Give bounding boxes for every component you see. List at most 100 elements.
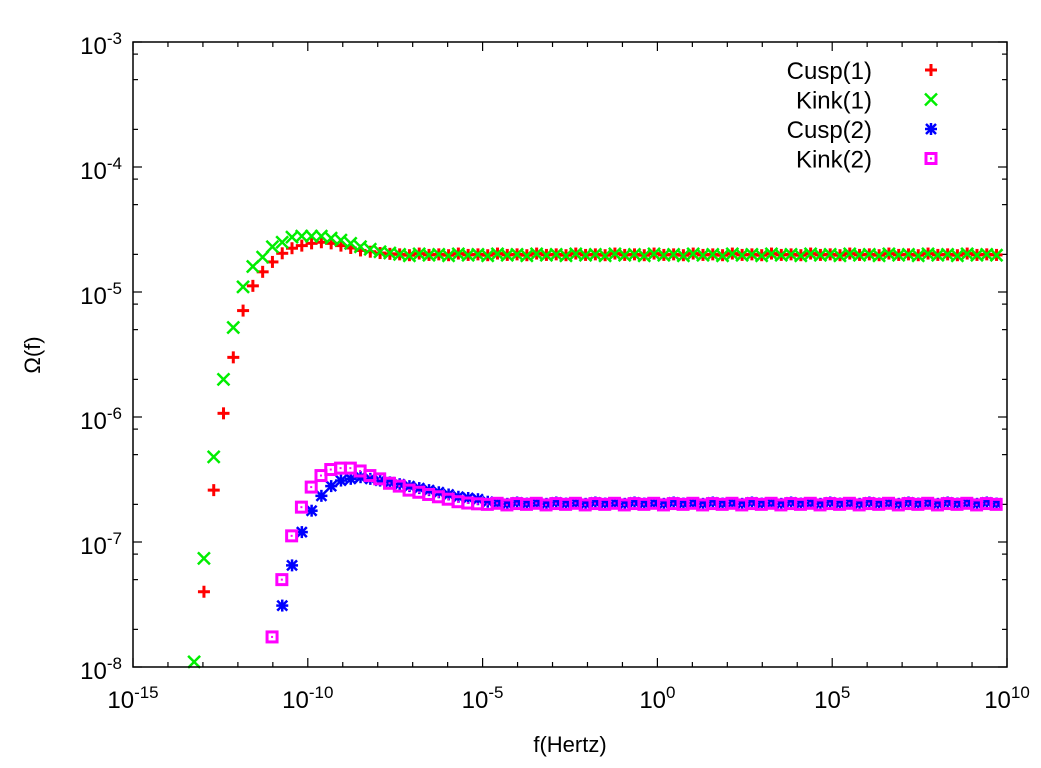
marker-dot xyxy=(417,491,420,494)
data-point xyxy=(343,236,358,251)
marker-square xyxy=(285,529,299,543)
legend-marker xyxy=(925,64,937,76)
marker-stroke xyxy=(656,248,671,263)
x-tick-label: 105 xyxy=(814,683,850,714)
marker-stroke xyxy=(735,248,749,263)
marker-stroke xyxy=(294,229,309,243)
marker-dot xyxy=(750,502,753,505)
data-point xyxy=(275,235,290,250)
marker-dot xyxy=(740,503,743,506)
marker-stroke xyxy=(461,248,475,263)
marker-dot xyxy=(476,502,479,505)
marker-dot xyxy=(447,498,450,501)
marker-dot xyxy=(623,503,626,506)
marker-stroke xyxy=(539,248,554,263)
marker-dot xyxy=(339,467,342,470)
marker-stroke xyxy=(559,248,573,263)
y-tick-label: 10-8 xyxy=(80,654,122,685)
x-tick-label: 10-5 xyxy=(462,683,504,714)
marker-stroke xyxy=(774,248,789,263)
data-point xyxy=(363,242,378,257)
marker-stroke xyxy=(315,489,328,502)
data-point xyxy=(294,500,308,514)
marker-stroke xyxy=(754,248,769,263)
marker-stroke xyxy=(598,248,612,263)
marker-stroke xyxy=(197,551,211,566)
marker-stroke xyxy=(206,449,221,464)
marker-dot xyxy=(545,503,548,506)
x-tick-label: 10-10 xyxy=(282,683,333,714)
data-point xyxy=(276,599,289,612)
x-tick-label: 1010 xyxy=(984,683,1030,714)
marker-stroke xyxy=(285,230,299,244)
marker-dot xyxy=(427,493,430,496)
series-cusp1 xyxy=(197,236,1003,598)
data-point xyxy=(197,551,211,566)
marker-dot xyxy=(496,502,499,505)
marker-stroke xyxy=(833,248,847,263)
marker-dot xyxy=(926,502,929,505)
marker-dot xyxy=(652,502,655,505)
marker-stroke xyxy=(930,248,945,263)
marker-dot xyxy=(408,489,411,492)
data-point xyxy=(206,449,221,464)
marker-dot xyxy=(603,503,606,506)
data-points xyxy=(187,229,1004,669)
marker-dot xyxy=(593,502,596,505)
marker-dot xyxy=(985,502,988,505)
x-tick-label: 10-15 xyxy=(107,683,158,714)
marker-dot xyxy=(290,534,293,537)
marker-stroke xyxy=(617,248,632,263)
marker-dot xyxy=(711,502,714,505)
y-tick-label: 10-3 xyxy=(80,29,122,60)
marker-dot xyxy=(535,502,538,505)
legend-label: Cusp(2) xyxy=(787,117,872,144)
marker-stroke xyxy=(402,248,417,263)
marker-stroke xyxy=(925,123,937,135)
data-point xyxy=(325,480,338,493)
marker-stroke xyxy=(286,559,298,572)
marker-dot xyxy=(965,502,968,505)
marker-stroke xyxy=(441,248,456,263)
marker-dot xyxy=(642,503,645,506)
marker-dot xyxy=(525,503,528,506)
data-point xyxy=(304,229,319,243)
marker-stroke xyxy=(891,248,906,263)
marker-stroke xyxy=(500,248,515,263)
marker-square xyxy=(265,630,279,644)
tick-labels: 10-15 10-10 10-5 100 105 1010 10-8 10-7 10-6 10-5… xyxy=(80,29,1030,714)
series-kink2 xyxy=(265,461,1003,644)
y-tick-label: 10-4 xyxy=(80,154,122,185)
data-point xyxy=(304,480,318,494)
data-point xyxy=(217,407,230,420)
marker-dot xyxy=(368,474,371,477)
marker-dot xyxy=(300,506,303,509)
data-point xyxy=(334,233,348,248)
y-tick-label: 10-6 xyxy=(80,404,122,435)
data-point xyxy=(989,248,1004,263)
marker-dot xyxy=(505,503,508,506)
marker-dot xyxy=(779,503,782,506)
marker-dot xyxy=(809,502,812,505)
y-tick-label: 10-7 xyxy=(80,529,122,560)
marker-dot xyxy=(271,635,274,638)
data-point xyxy=(237,304,250,317)
data-point xyxy=(227,351,240,364)
marker-dot xyxy=(956,503,959,506)
marker-dot xyxy=(858,503,861,506)
plot-frame xyxy=(132,41,1008,668)
marker-dot xyxy=(691,502,694,505)
marker-square xyxy=(304,480,318,494)
marker-dot xyxy=(564,503,567,506)
data-point xyxy=(236,279,250,294)
legend-marker xyxy=(924,152,938,165)
data-point xyxy=(216,372,231,387)
series-cusp2 xyxy=(276,471,1003,612)
marker-dot xyxy=(319,474,322,477)
marker-stroke xyxy=(422,248,436,263)
marker-stroke xyxy=(813,248,828,263)
marker-dot xyxy=(887,502,890,505)
data-point xyxy=(226,320,241,335)
marker-stroke xyxy=(872,248,886,263)
marker-dot xyxy=(877,503,880,506)
